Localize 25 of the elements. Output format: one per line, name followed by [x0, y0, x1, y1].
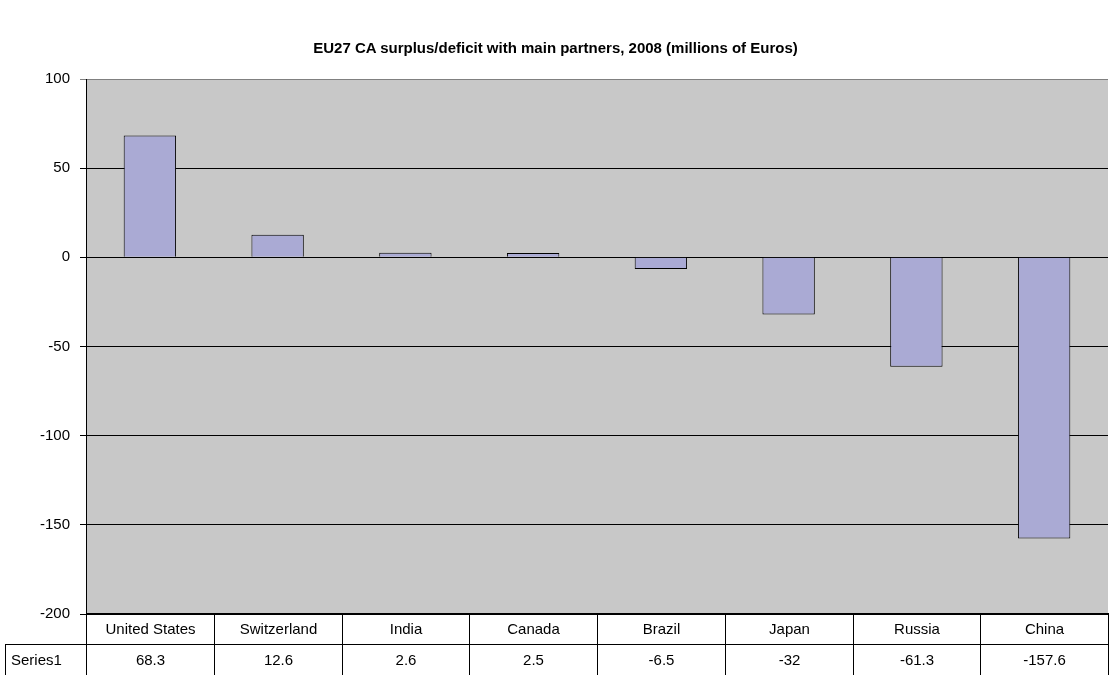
data-label: -157.6 — [980, 644, 1109, 675]
data-label: -6.5 — [597, 644, 726, 675]
x-tick-label: United States — [86, 613, 215, 645]
data-label: 2.6 — [342, 644, 470, 675]
chart-title: EU27 CA surplus/deficit with main partners, 2008 (millions of Euros) — [313, 39, 798, 57]
text: Series1 — [5, 644, 87, 675]
x-tick-label: Brazil — [597, 613, 726, 645]
x-tick-label: Switzerland — [214, 613, 343, 645]
x-tick-label: India — [342, 613, 470, 645]
y-tick-label: -50 — [48, 336, 70, 354]
y-tick-label: 100 — [44, 69, 70, 87]
y-tick-label: 50 — [53, 158, 70, 176]
y-tick-label: -200 — [39, 604, 70, 622]
data-label: 12.6 — [214, 644, 343, 675]
x-tick-label: China — [980, 613, 1109, 645]
y-tick-label: -150 — [39, 514, 70, 532]
x-tick-label: Japan — [725, 613, 854, 645]
y-tick-label: -100 — [39, 425, 70, 443]
data-label: -61.3 — [853, 644, 981, 675]
y-tick-label: 0 — [61, 247, 70, 265]
data-label: 68.3 — [86, 644, 215, 675]
x-tick-label: Canada — [469, 613, 598, 645]
data-label: -32 — [725, 644, 854, 675]
data-label: 2.5 — [469, 644, 598, 675]
x-tick-label: Russia — [853, 613, 981, 645]
